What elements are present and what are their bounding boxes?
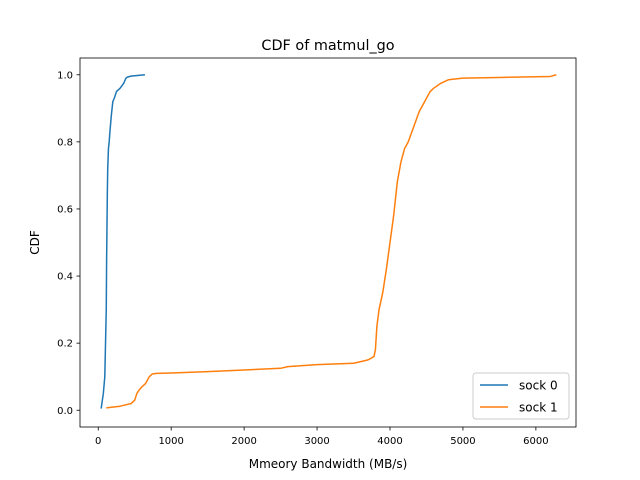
legend-label-sock-1: sock 1: [519, 401, 558, 415]
y-tick-label: 1.0: [57, 70, 73, 81]
y-tick-label: 0.2: [57, 339, 73, 350]
x-tick-label: 4000: [377, 436, 402, 447]
legend-label-sock-0: sock 0: [519, 379, 558, 393]
chart-title: CDF of matmul_go: [261, 38, 394, 54]
x-tick-label: 6000: [523, 436, 548, 447]
series-layer: [100, 74, 557, 409]
y-tick-label: 0.4: [57, 272, 73, 283]
y-axis-label: CDF: [28, 230, 42, 255]
y-axis-ticks: 0.0 0.2 0.4 0.6 0.8 1.0: [57, 70, 80, 417]
series-line-sock-0: [100, 74, 145, 409]
plot-frame: [79, 57, 577, 428]
x-tick-label: 3000: [304, 436, 329, 447]
y-tick-label: 0.8: [57, 137, 73, 148]
x-tick-label: 5000: [450, 436, 475, 447]
x-axis-label: Mmeory Bandwidth (MB/s): [249, 457, 408, 471]
y-tick-label: 0.6: [57, 205, 73, 216]
legend: sock 0 sock 1: [472, 372, 570, 420]
x-tick-label: 0: [95, 436, 101, 447]
series-line-sock-1: [106, 74, 557, 409]
y-tick-label: 0.0: [57, 406, 73, 417]
x-tick-label: 2000: [231, 436, 256, 447]
x-tick-label: 1000: [158, 436, 183, 447]
x-axis-ticks: 0 1000 2000 3000 4000 5000 6000: [95, 427, 549, 447]
